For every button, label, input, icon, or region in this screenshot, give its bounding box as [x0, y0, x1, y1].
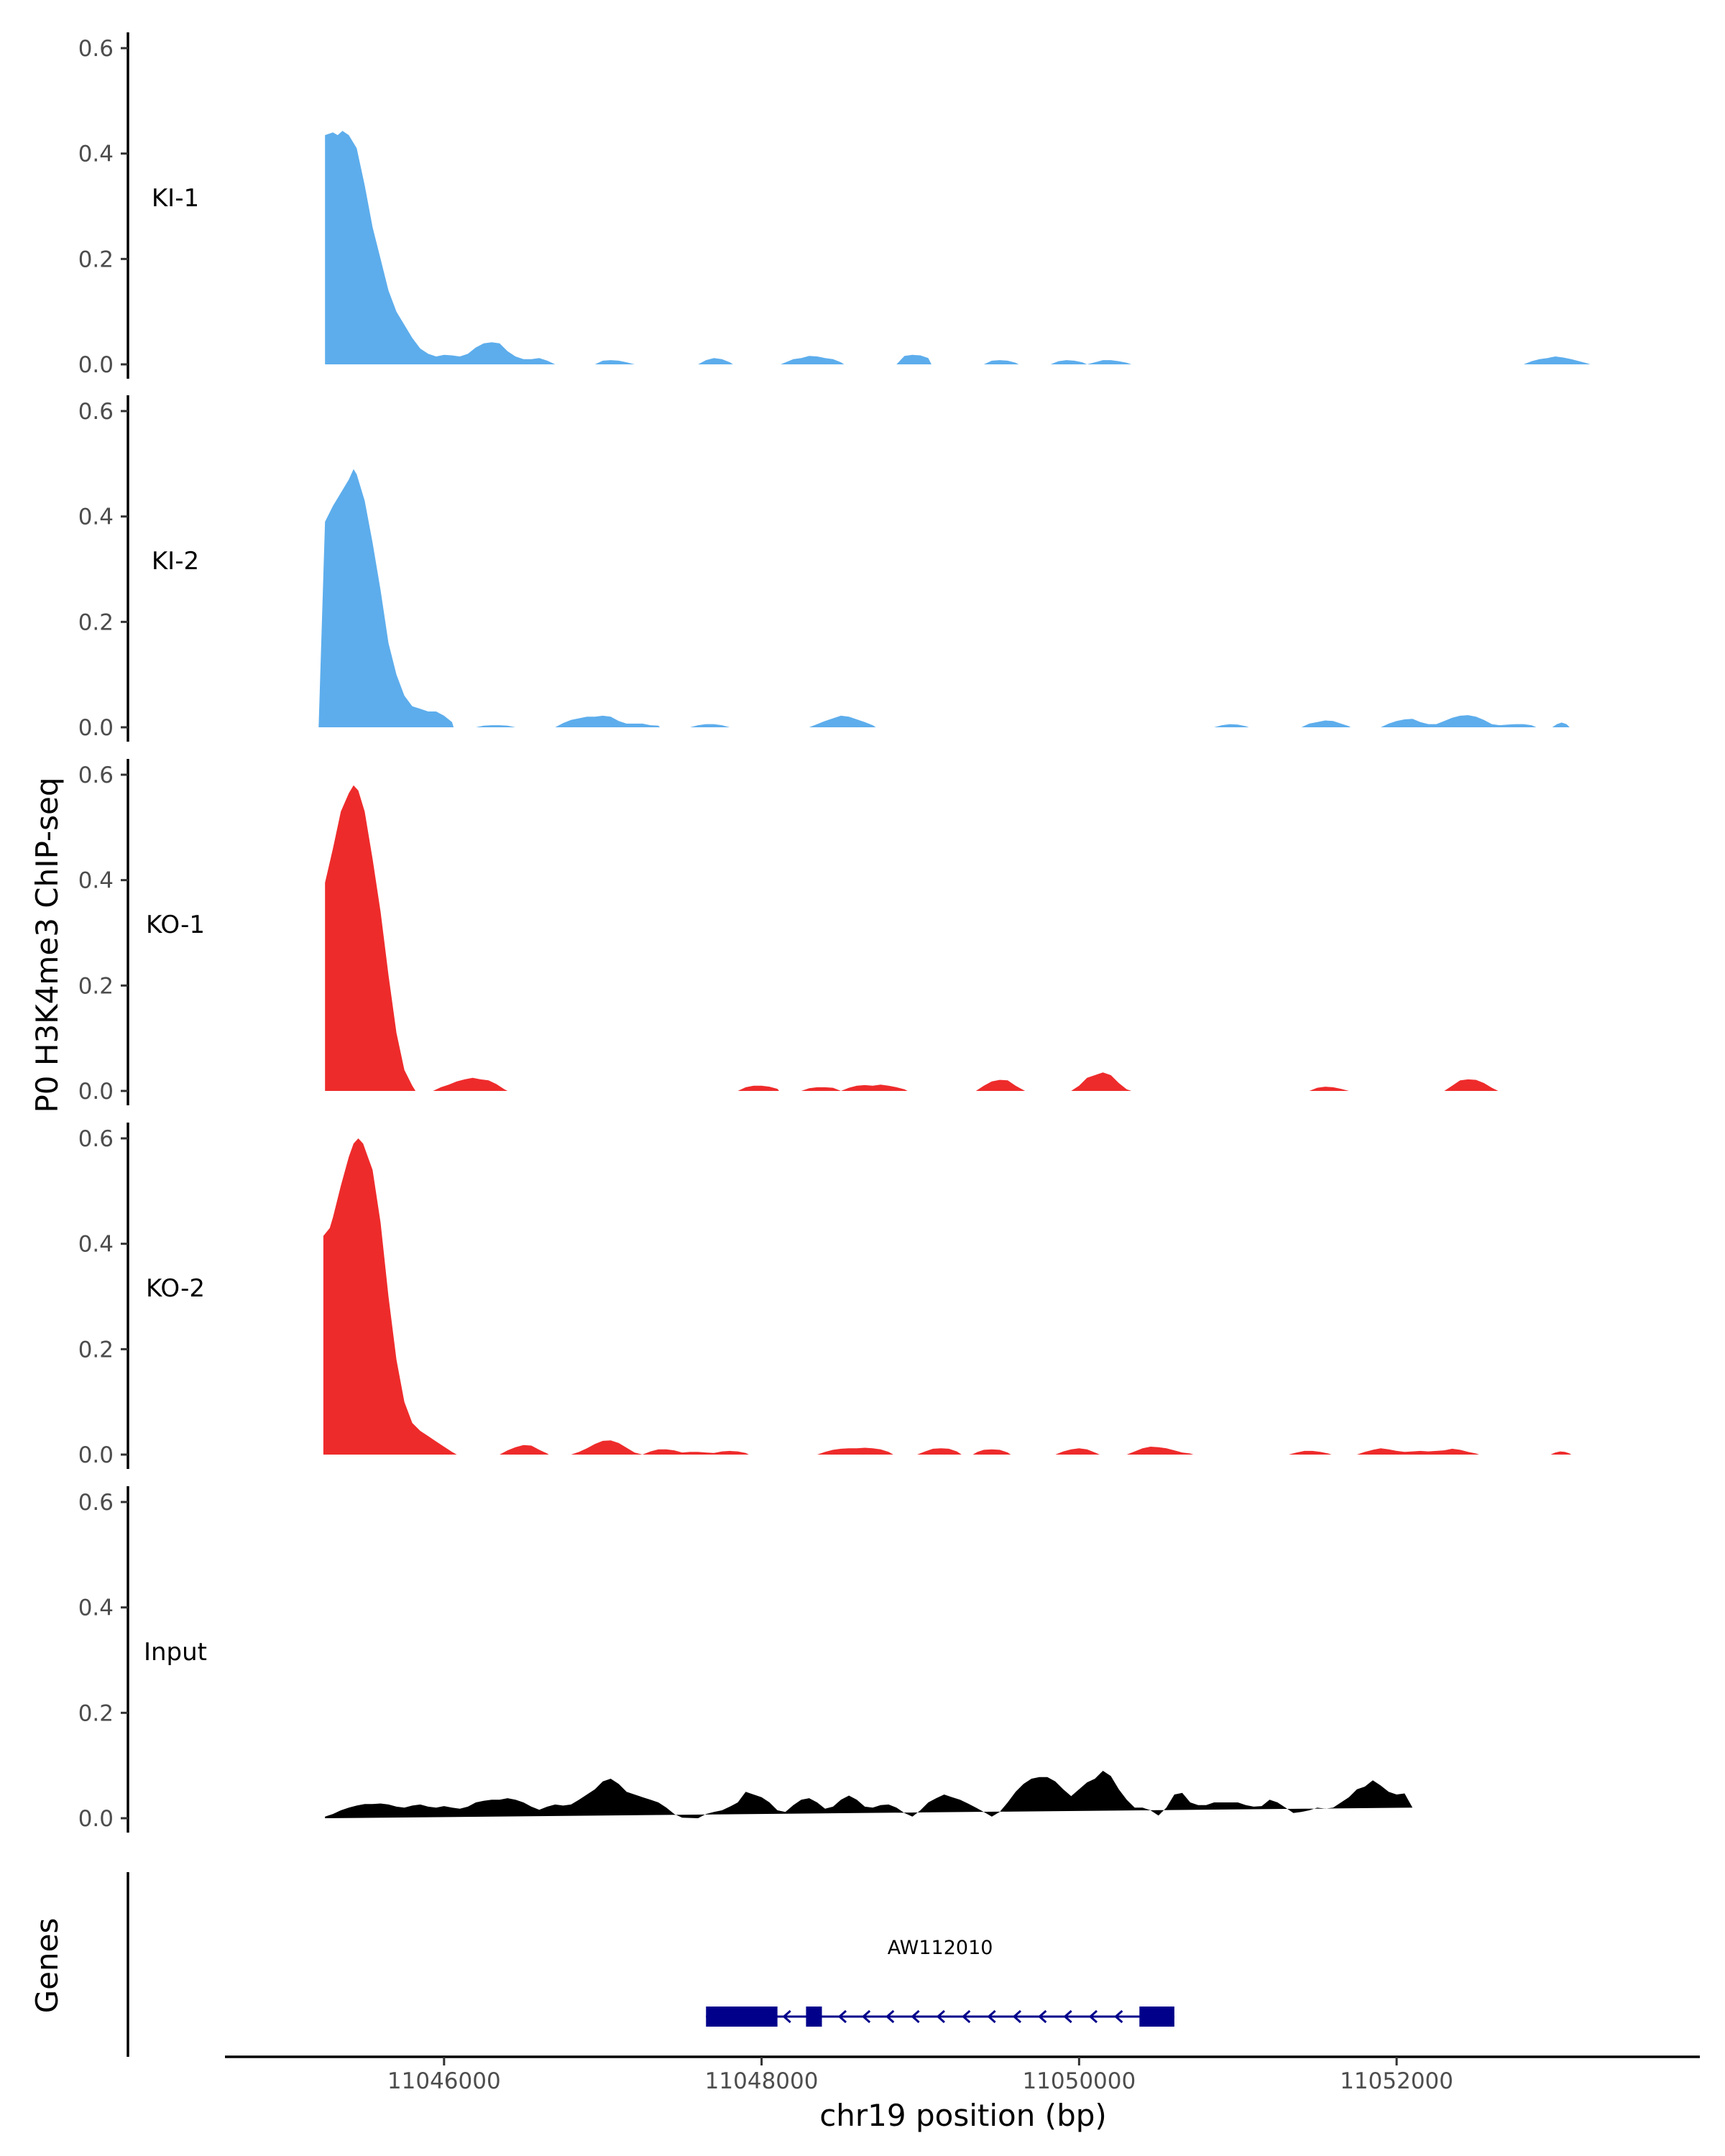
gene-exon — [706, 2007, 778, 2027]
signal-area-ko-1 — [325, 785, 1499, 1091]
x-tick-label: 11048000 — [705, 2068, 819, 2094]
strand-arrow — [1063, 2009, 1072, 2024]
x-tick-label: 11052000 — [1340, 2068, 1453, 2094]
x-tick-label: 11050000 — [1022, 2068, 1136, 2094]
track-ki-2: 0.0 0.2 0.4 0.6 KI-2 — [78, 395, 1570, 742]
signal-area-ki-1 — [325, 131, 1591, 364]
y-tick-label: 0.4 — [78, 1595, 114, 1621]
y-axis-title: P0 H3K4me3 ChIP-seq — [29, 777, 65, 1112]
strand-arrow — [1114, 2009, 1123, 2024]
genes-axis-title: Genes — [29, 1918, 65, 2014]
y-tick-label: 0.0 — [78, 1442, 114, 1468]
track-ki-1: 0.0 0.2 0.4 0.6 KI-1 — [78, 32, 1591, 379]
track-ko-2: 0.0 0.2 0.4 0.6 KO-2 — [78, 1123, 1572, 1469]
strand-arrow — [837, 2009, 847, 2024]
y-tick-label: 0.0 — [78, 352, 114, 378]
y-tick-label: 0.2 — [78, 247, 114, 272]
track-label: KI-2 — [152, 547, 199, 576]
gene-panel: AW112010 — [126, 1872, 1174, 2057]
strand-arrow — [886, 2009, 895, 2024]
y-tick-label: 0.6 — [78, 1490, 114, 1516]
track-label: KO-1 — [146, 911, 205, 939]
y-tick-label: 0.4 — [78, 142, 114, 167]
x-axis: 11046000 11048000 11050000 11052000 — [225, 2055, 1700, 2094]
strand-arrow — [782, 2009, 791, 2024]
y-tick-label: 0.2 — [78, 973, 114, 999]
strand-arrow — [936, 2009, 945, 2024]
y-tick-label: 0.0 — [78, 715, 114, 741]
y-tick-label: 0.4 — [78, 1232, 114, 1258]
tracks-group: 0.00.20.40.6KI-10.00.20.40.6KI-20.00.20.… — [78, 32, 1591, 1833]
x-axis-title: chr19 position (bp) — [819, 2098, 1107, 2133]
y-tick-label: 0.4 — [78, 868, 114, 894]
signal-area-ki-2 — [318, 469, 1570, 727]
y-tick-label: 0.4 — [78, 505, 114, 530]
strand-arrow — [1088, 2009, 1098, 2024]
track-ko-1: 0.0 0.2 0.4 0.6 KO-1 — [78, 759, 1499, 1105]
y-tick-label: 0.6 — [78, 1126, 114, 1152]
y-tick-label: 0.2 — [78, 1700, 114, 1726]
gene-exon — [1139, 2007, 1174, 2027]
strand-arrow — [987, 2009, 996, 2024]
y-tick-label: 0.6 — [78, 399, 114, 425]
track-label: KO-2 — [146, 1274, 205, 1303]
strand-arrow — [861, 2009, 871, 2024]
track-label: KI-1 — [152, 184, 199, 213]
y-tick-label: 0.0 — [78, 1079, 114, 1105]
track-label: Input — [144, 1638, 207, 1667]
strand-arrow — [962, 2009, 971, 2024]
strand-arrow — [1038, 2009, 1047, 2024]
y-tick-label: 0.0 — [78, 1806, 114, 1832]
y-tick-label: 0.6 — [78, 36, 114, 62]
strand-arrow — [1012, 2009, 1021, 2024]
gene-name: AW112010 — [888, 1937, 993, 1959]
y-tick-label: 0.6 — [78, 763, 114, 788]
track-input: 0.0 0.2 0.4 0.6 Input — [78, 1486, 1413, 1833]
gene-exon — [806, 2007, 822, 2027]
y-tick-label: 0.2 — [78, 1337, 114, 1363]
strand-arrow — [911, 2009, 920, 2024]
y-tick-label: 0.2 — [78, 609, 114, 635]
signal-area-ko-2 — [323, 1138, 1572, 1455]
x-tick-label: 11046000 — [387, 2068, 501, 2094]
signal-area-input — [325, 1771, 1413, 1818]
